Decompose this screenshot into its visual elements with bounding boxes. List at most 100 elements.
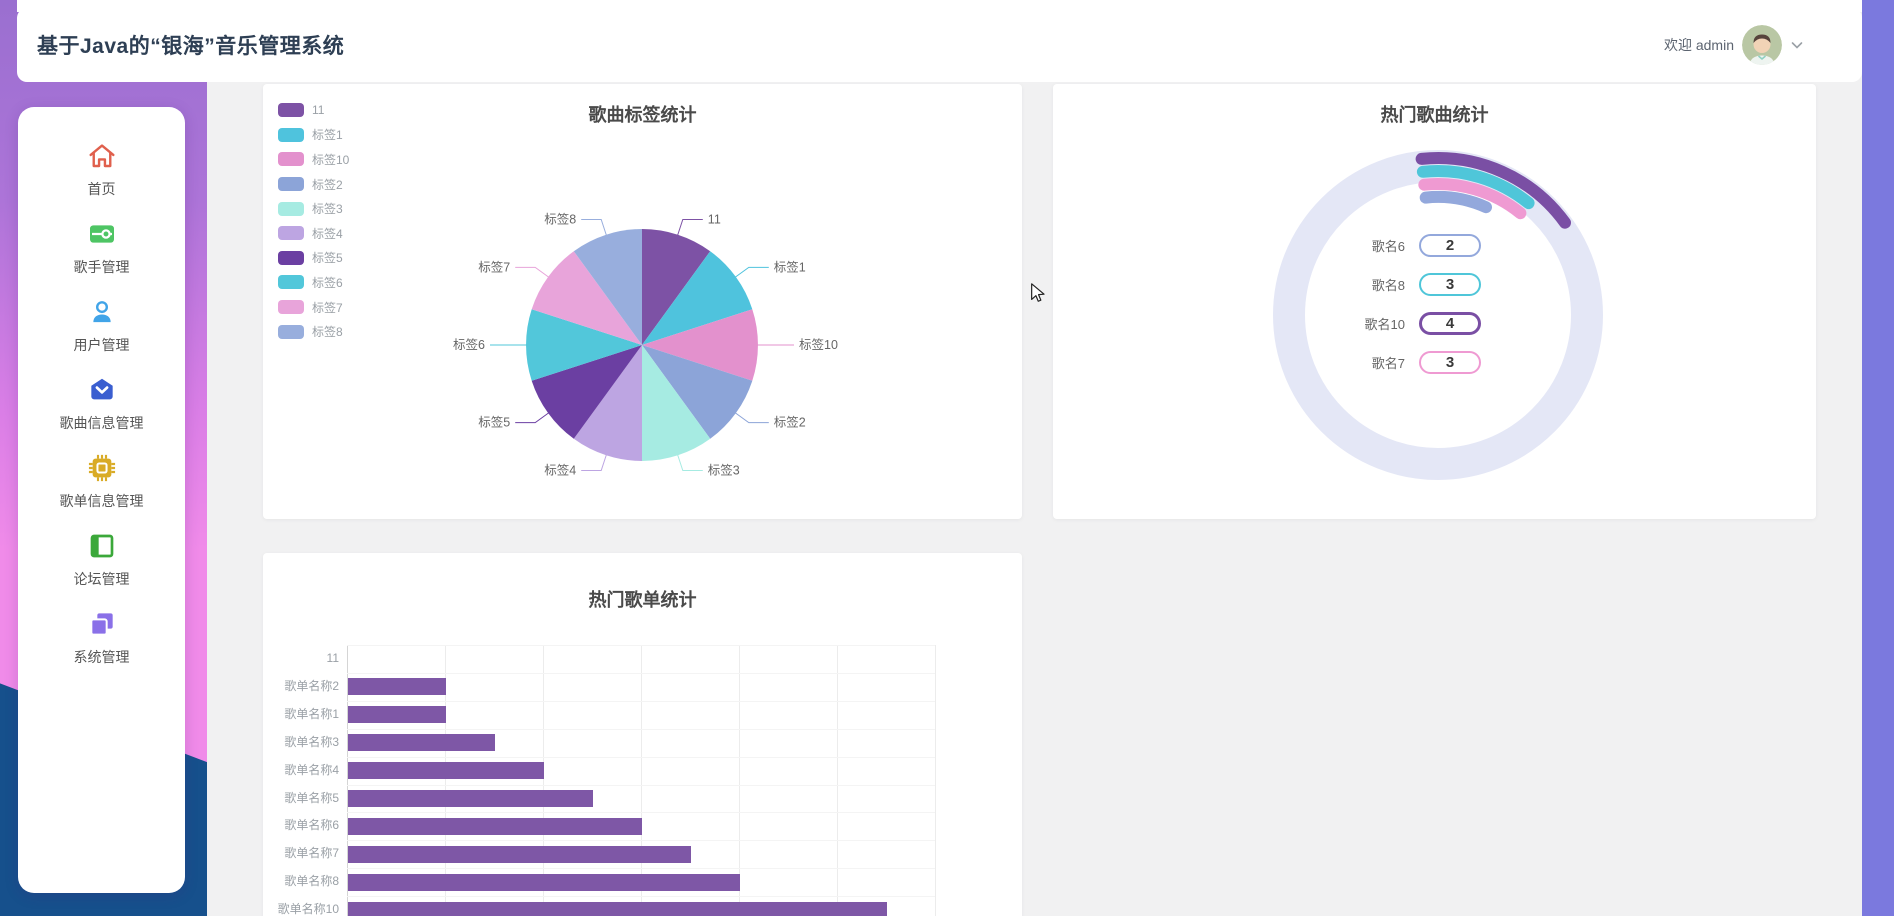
legend-swatch xyxy=(278,127,304,142)
bar[interactable] xyxy=(348,789,593,807)
chevron-down-icon[interactable] xyxy=(1790,38,1804,52)
pie-label-line xyxy=(515,412,550,424)
gauge-value-pill: 4 xyxy=(1419,311,1481,335)
pie-slice[interactable] xyxy=(642,345,711,461)
row-gridline xyxy=(347,728,935,730)
pie-slice[interactable] xyxy=(573,345,642,461)
x-gridline xyxy=(543,645,544,916)
legend-label: 标签5 xyxy=(312,251,343,266)
pie-slice[interactable] xyxy=(531,251,642,345)
legend-swatch xyxy=(278,300,304,315)
legend-swatch xyxy=(278,103,304,118)
legend-item[interactable]: 标签3 xyxy=(278,196,349,221)
pie-slice-label: 标签7 xyxy=(478,259,510,274)
sidebar-item-playlists[interactable]: 歌单信息管理 xyxy=(18,443,185,521)
x-gridline xyxy=(837,645,838,916)
singer-icon xyxy=(89,225,114,243)
pie-label-line xyxy=(734,266,769,278)
gauge-progress-arc[interactable] xyxy=(1419,191,1492,214)
pie-label-line xyxy=(581,219,607,236)
gauge-item-name: 歌名8 xyxy=(1371,277,1405,293)
cpu-icon xyxy=(88,454,115,482)
sidebar-item-system[interactable]: 系统管理 xyxy=(18,599,185,677)
avatar-illustration xyxy=(1742,25,1782,65)
legend-item[interactable]: 标签7 xyxy=(278,295,349,320)
bar[interactable] xyxy=(348,706,446,724)
legend-item[interactable]: 11 xyxy=(278,98,349,123)
legend-swatch xyxy=(278,201,304,216)
user-icon xyxy=(92,301,111,323)
legend-item[interactable]: 标签4 xyxy=(278,221,349,246)
song-tags-title: 歌曲标签统计 xyxy=(588,105,697,125)
sidebar-item-label: 论坛管理 xyxy=(73,571,130,587)
pie-slice[interactable] xyxy=(642,345,753,439)
pie-slice[interactable] xyxy=(642,229,711,345)
row-gridline xyxy=(347,868,935,870)
page-scrollbar[interactable] xyxy=(1862,0,1894,916)
gauge-value-pill: 3 xyxy=(1419,350,1481,374)
gauge-progress-arc[interactable] xyxy=(1415,152,1571,229)
legend-item[interactable]: 标签8 xyxy=(278,319,349,344)
pie-slice-label: 标签5 xyxy=(478,415,510,430)
pie-slice-label: 标签10 xyxy=(799,337,838,352)
sidebar-item-label: 用户管理 xyxy=(73,337,130,353)
gauge-item-row: 歌名8 3 xyxy=(1293,272,1503,296)
x-gridline xyxy=(641,645,642,916)
gauge-item-name: 歌名6 xyxy=(1371,238,1405,254)
bar-category-label: 歌单名称5 xyxy=(284,790,339,805)
legend-item[interactable]: 标签10 xyxy=(278,147,349,172)
hot-songs-card: 热门歌曲统计 歌名6 2 歌名8 3 歌名10 4 歌名7 3 xyxy=(1053,84,1816,519)
sidebar-item-label: 歌单信息管理 xyxy=(59,493,144,509)
hot-playlists-card: 热门歌单统计 11 歌单名称2 歌单名称1 歌单名称3 歌单名称4 歌单名称5 歌单名称6 歌… xyxy=(263,553,1022,916)
legend-item[interactable]: 标签5 xyxy=(278,246,349,271)
gauge-progress-arc[interactable] xyxy=(1416,165,1535,210)
bar[interactable] xyxy=(348,873,740,891)
hot-songs-gauge-chart xyxy=(1273,150,1603,480)
gauge-value-pill: 3 xyxy=(1419,272,1481,296)
pie-slice-label: 标签8 xyxy=(544,212,576,227)
pie-label-line xyxy=(677,219,703,236)
app-header: 基于Java的“银海”音乐管理系统 欢迎 admin xyxy=(17,8,1862,82)
sidebar-item-forum[interactable]: 论坛管理 xyxy=(18,521,185,599)
pie-slice[interactable] xyxy=(642,309,758,381)
legend-item[interactable]: 标签6 xyxy=(278,270,349,295)
bar[interactable] xyxy=(348,678,446,696)
bar[interactable] xyxy=(348,734,495,752)
user-menu[interactable]: 欢迎 admin xyxy=(1664,25,1804,65)
pie-label-line xyxy=(581,454,607,471)
sidebar-item-singers[interactable]: 歌手管理 xyxy=(18,209,185,287)
sidebar-item-users[interactable]: 用户管理 xyxy=(18,287,185,365)
legend-item[interactable]: 标签2 xyxy=(278,172,349,197)
pie-slice[interactable] xyxy=(573,229,642,345)
gauge-item-row: 歌名6 2 xyxy=(1293,233,1503,257)
row-gridline xyxy=(347,672,935,674)
pie-slice[interactable] xyxy=(526,309,642,381)
bar[interactable] xyxy=(348,762,544,780)
bar[interactable] xyxy=(348,817,642,835)
bar[interactable] xyxy=(348,901,887,916)
row-gridline xyxy=(347,896,935,898)
hot-playlists-bar-chart: 11 歌单名称2 歌单名称1 歌单名称3 歌单名称4 歌单名称5 歌单名称6 歌单名称7 歌单名… xyxy=(263,553,1022,916)
legend-swatch xyxy=(278,226,304,241)
x-gridline xyxy=(935,645,936,916)
notebook-icon xyxy=(90,534,113,558)
home-icon xyxy=(88,144,115,168)
row-gridline xyxy=(347,756,935,758)
message-icon xyxy=(90,378,113,400)
bar[interactable] xyxy=(348,845,691,863)
gauge-progress-arc[interactable] xyxy=(1418,178,1527,220)
gauge-item-row: 歌名7 3 xyxy=(1293,350,1503,374)
mouse-cursor xyxy=(1031,283,1045,302)
sidebar-item-label: 歌曲信息管理 xyxy=(59,415,144,431)
pie-slice[interactable] xyxy=(531,345,642,439)
user-avatar[interactable] xyxy=(1742,25,1782,65)
legend-label: 标签8 xyxy=(312,325,343,340)
legend-swatch xyxy=(278,177,304,192)
legend-swatch xyxy=(278,250,304,265)
hot-playlists-title: 热门歌单统计 xyxy=(588,590,697,610)
legend-item[interactable]: 标签1 xyxy=(278,123,349,148)
sidebar-item-home[interactable]: 首页 xyxy=(18,131,185,209)
sidebar-item-label: 首页 xyxy=(87,181,116,197)
pie-slice[interactable] xyxy=(642,251,753,345)
sidebar-item-songs[interactable]: 歌曲信息管理 xyxy=(18,365,185,443)
